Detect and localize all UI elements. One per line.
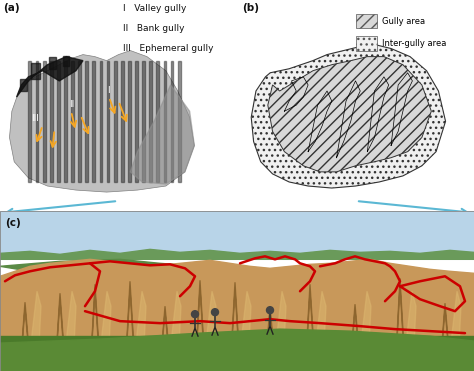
Bar <box>356 36 377 50</box>
Polygon shape <box>9 50 194 192</box>
Text: Inter-gully area: Inter-gully area <box>382 39 446 48</box>
Polygon shape <box>31 63 40 79</box>
Polygon shape <box>268 57 431 172</box>
Polygon shape <box>107 60 109 182</box>
Bar <box>356 14 377 28</box>
Polygon shape <box>156 60 159 182</box>
Polygon shape <box>349 304 361 361</box>
Circle shape <box>191 311 199 318</box>
Polygon shape <box>78 60 81 182</box>
Text: III   Ephemeral gully: III Ephemeral gully <box>123 45 214 53</box>
Polygon shape <box>64 56 69 66</box>
Polygon shape <box>54 293 66 361</box>
Polygon shape <box>170 291 181 351</box>
Polygon shape <box>450 291 461 351</box>
Polygon shape <box>0 329 474 371</box>
Polygon shape <box>142 60 145 182</box>
Text: I: I <box>107 86 109 95</box>
Polygon shape <box>315 291 326 351</box>
Polygon shape <box>49 57 56 69</box>
Polygon shape <box>275 291 286 351</box>
Polygon shape <box>43 60 46 182</box>
Text: (b): (b) <box>242 3 259 13</box>
Polygon shape <box>159 306 171 361</box>
Polygon shape <box>164 60 166 182</box>
Polygon shape <box>405 291 416 351</box>
Polygon shape <box>135 60 138 182</box>
Polygon shape <box>20 79 27 91</box>
Polygon shape <box>205 291 216 351</box>
Text: II: II <box>69 100 74 109</box>
Polygon shape <box>64 60 67 182</box>
Polygon shape <box>360 291 371 351</box>
Polygon shape <box>0 336 474 371</box>
Polygon shape <box>0 249 474 259</box>
Polygon shape <box>240 291 251 351</box>
Polygon shape <box>304 284 316 361</box>
Polygon shape <box>100 60 102 182</box>
Bar <box>0 211 474 259</box>
Polygon shape <box>85 60 88 182</box>
Polygon shape <box>92 60 95 182</box>
Polygon shape <box>19 302 31 361</box>
Polygon shape <box>0 259 240 283</box>
Polygon shape <box>149 60 152 182</box>
Polygon shape <box>130 85 194 184</box>
Polygon shape <box>100 291 111 351</box>
Polygon shape <box>264 306 276 361</box>
Polygon shape <box>128 60 131 182</box>
Text: (c): (c) <box>5 219 21 229</box>
Polygon shape <box>89 284 101 361</box>
Polygon shape <box>178 60 181 182</box>
Polygon shape <box>17 57 83 97</box>
Polygon shape <box>36 60 38 182</box>
Polygon shape <box>124 281 136 361</box>
Polygon shape <box>135 291 146 351</box>
Polygon shape <box>65 291 76 351</box>
Polygon shape <box>171 60 173 182</box>
Polygon shape <box>114 60 117 182</box>
Text: II   Bank gully: II Bank gully <box>123 24 185 33</box>
Polygon shape <box>0 259 474 371</box>
Circle shape <box>266 307 273 313</box>
Polygon shape <box>30 291 41 351</box>
Polygon shape <box>439 303 451 361</box>
Polygon shape <box>121 60 124 182</box>
Polygon shape <box>50 60 53 182</box>
Text: Gully area: Gully area <box>382 17 425 26</box>
Polygon shape <box>229 282 241 361</box>
Text: I   Valley gully: I Valley gully <box>123 4 187 13</box>
Polygon shape <box>28 60 31 182</box>
Circle shape <box>211 309 219 316</box>
Polygon shape <box>251 45 446 188</box>
Text: (a): (a) <box>4 3 20 13</box>
Text: III: III <box>31 114 39 123</box>
Polygon shape <box>194 280 206 361</box>
Polygon shape <box>71 60 74 182</box>
Polygon shape <box>394 278 406 361</box>
Polygon shape <box>57 60 60 182</box>
